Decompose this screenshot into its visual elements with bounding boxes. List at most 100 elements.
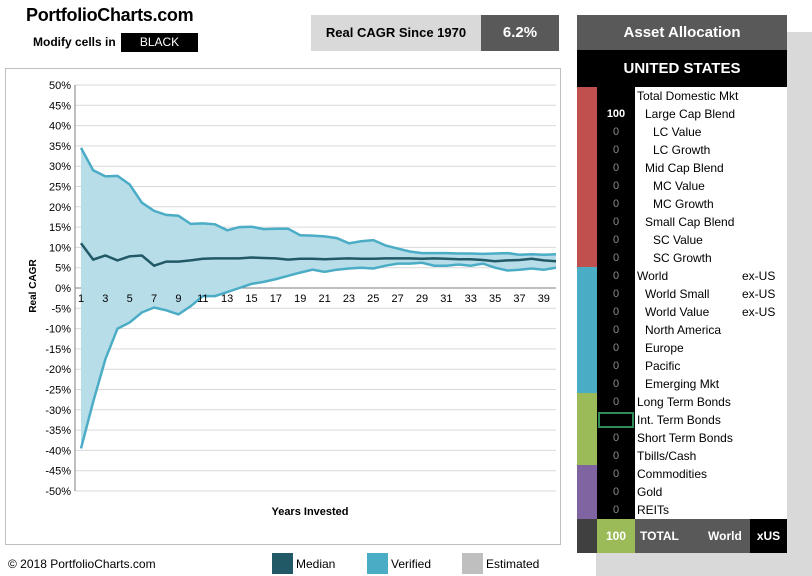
allocation-asset-label: Mid Cap Blend — [645, 161, 724, 175]
allocation-input-cell[interactable]: 0 — [612, 486, 620, 498]
us-equity-group-strip — [577, 87, 597, 267]
x-tick-label: 7 — [151, 293, 157, 305]
x-tick-label: 27 — [392, 293, 404, 305]
allocation-input-cell[interactable]: 0 — [612, 216, 620, 228]
y-tick-label: -20% — [45, 364, 71, 376]
y-tick-label: 10% — [49, 242, 71, 254]
allocation-row: 0 North America — [597, 321, 787, 339]
allocation-row: 0 World ex-US — [597, 267, 787, 285]
allocation-row: 0 Europe — [597, 339, 787, 357]
world-equity-group-strip — [577, 267, 597, 393]
x-tick-label: 31 — [440, 293, 452, 305]
allocation-asset-label: Commodities — [637, 467, 708, 481]
allocation-input-cell[interactable]: 0 — [612, 468, 620, 480]
allocation-asset-label: SC Value — [653, 233, 703, 247]
allocation-input-cell[interactable]: 0 — [612, 144, 620, 156]
allocation-row: 0 Small Cap Blend — [597, 213, 787, 231]
verified-max-line — [79, 147, 557, 256]
allocation-input-cell[interactable]: 0 — [612, 432, 620, 444]
allocation-row: 0 Commodities — [597, 465, 787, 483]
x-tick-label: 39 — [538, 293, 550, 305]
y-tick-label: -40% — [45, 445, 71, 457]
allocation-input-cell[interactable]: 0 — [612, 504, 620, 516]
y-tick-label: 20% — [49, 202, 71, 214]
verified-range-band — [81, 147, 556, 449]
allocation-input-cell[interactable]: 0 — [612, 180, 620, 192]
y-tick-label: 35% — [49, 141, 71, 153]
allocation-input-cell[interactable]: 100 — [606, 108, 626, 120]
y-tick-label: -5% — [51, 303, 71, 315]
y-tick-label: -25% — [45, 385, 71, 397]
y-tick-label: 40% — [49, 121, 71, 133]
y-tick-label: 45% — [49, 100, 71, 112]
allocation-asset-label: Tbills/Cash — [637, 449, 697, 463]
y-axis-label: Real CAGR — [28, 259, 39, 313]
y-tick-label: -15% — [45, 344, 71, 356]
allocation-row: 0 Mid Cap Blend — [597, 159, 787, 177]
allocation-asset-label: World — [637, 269, 669, 283]
allocation-row: 0 LC Growth — [597, 141, 787, 159]
allocation-input-cell[interactable] — [598, 412, 634, 428]
allocation-row: 0 Long Term Bonds — [597, 393, 787, 411]
y-tick-label: -10% — [45, 324, 71, 336]
allocation-asset-label: MC Value — [653, 179, 705, 193]
allocation-asset-label: Long Term Bonds — [637, 395, 731, 409]
allocation-row: 0 Gold — [597, 483, 787, 501]
x-tick-label: 25 — [367, 293, 379, 305]
y-tick-label: 25% — [49, 182, 71, 194]
allocation-input-cell[interactable]: 0 — [612, 126, 620, 138]
allocation-row: 100 Large Cap Blend — [597, 105, 787, 123]
allocation-row: Int. Term Bonds — [597, 411, 787, 429]
verified-min-line — [79, 261, 557, 449]
allocation-input-cell[interactable]: 0 — [612, 324, 620, 336]
allocation-row: Total Domestic Mkt — [597, 87, 787, 105]
allocation-asset-label: North America — [645, 323, 722, 337]
allocation-row: 0 SC Value — [597, 231, 787, 249]
site-title: PortfolioCharts.com — [26, 5, 194, 25]
chart-area: 50% 45% 40% 35% 30% 25% 20% 15% 10% 5% 0% -5% -10% -1… — [5, 68, 561, 545]
allocation-input-cell[interactable]: 0 — [612, 450, 620, 462]
x-tick-label: 15 — [245, 293, 257, 305]
allocation-input-cell[interactable]: 0 — [612, 396, 620, 408]
y-tick-label: -50% — [45, 486, 71, 498]
allocation-input-cell[interactable]: 0 — [612, 198, 620, 210]
allocation-row: 0 SC Growth — [597, 249, 787, 267]
allocation-asset-label: World Small — [645, 287, 710, 301]
country-selector[interactable]: UNITED STATES — [577, 50, 787, 87]
allocation-input-cell[interactable]: 0 — [612, 378, 620, 390]
legend-verified-label: Verified — [391, 557, 432, 571]
x-tick-label: 21 — [318, 293, 330, 305]
allocation-asset-label: Europe — [645, 341, 684, 355]
x-axis-ticks: 1 3 5 7 9 11 13 15 17 19 21 23 25 27 29 31 33 35 37 39 — [78, 293, 550, 305]
allocation-asset-label: Small Cap Blend — [645, 215, 735, 229]
allocation-input-cell[interactable]: 0 — [612, 360, 620, 372]
allocation-input-cell[interactable]: 0 — [612, 162, 620, 174]
allocation-row: 0 Short Term Bonds — [597, 429, 787, 447]
allocation-input-cell[interactable]: 0 — [612, 252, 620, 264]
allocation-input-cell[interactable]: 0 — [612, 270, 620, 282]
allocation-input-cell[interactable] — [597, 87, 635, 105]
y-tick-label: 5% — [55, 263, 71, 275]
y-tick-label: -45% — [45, 466, 71, 478]
real-cagr-label: Real CAGR Since 1970 — [311, 15, 481, 51]
allocation-input-cell[interactable]: 0 — [612, 288, 620, 300]
legend-verified-swatch — [367, 553, 388, 574]
total-world-label: World — [708, 529, 742, 543]
y-tick-label: -35% — [45, 425, 71, 437]
allocation-input-cell[interactable]: 0 — [612, 234, 620, 246]
allocation-row: 0 World Small ex-US — [597, 285, 787, 303]
allocation-row: 0 World Value ex-US — [597, 303, 787, 321]
allocation-asset-label: MC Growth — [653, 197, 714, 211]
allocation-row: 0 MC Growth — [597, 195, 787, 213]
y-tick-label: 50% — [49, 80, 71, 92]
allocation-input-cell[interactable]: 0 — [612, 306, 620, 318]
total-row-strip — [577, 519, 597, 553]
legend-estimated-label: Estimated — [486, 557, 540, 571]
asset-allocation-title: Asset Allocation — [577, 15, 787, 50]
allocation-input-cell[interactable]: 0 — [612, 342, 620, 354]
y-axis-ticks: 50% 45% 40% 35% 30% 25% 20% 15% 10% 5% 0% -5% -10% -1… — [45, 80, 71, 498]
total-xus-label: xUS — [750, 519, 787, 553]
x-tick-label: 9 — [175, 293, 181, 305]
allocation-asset-label: Gold — [637, 485, 663, 499]
median-line — [79, 242, 557, 268]
